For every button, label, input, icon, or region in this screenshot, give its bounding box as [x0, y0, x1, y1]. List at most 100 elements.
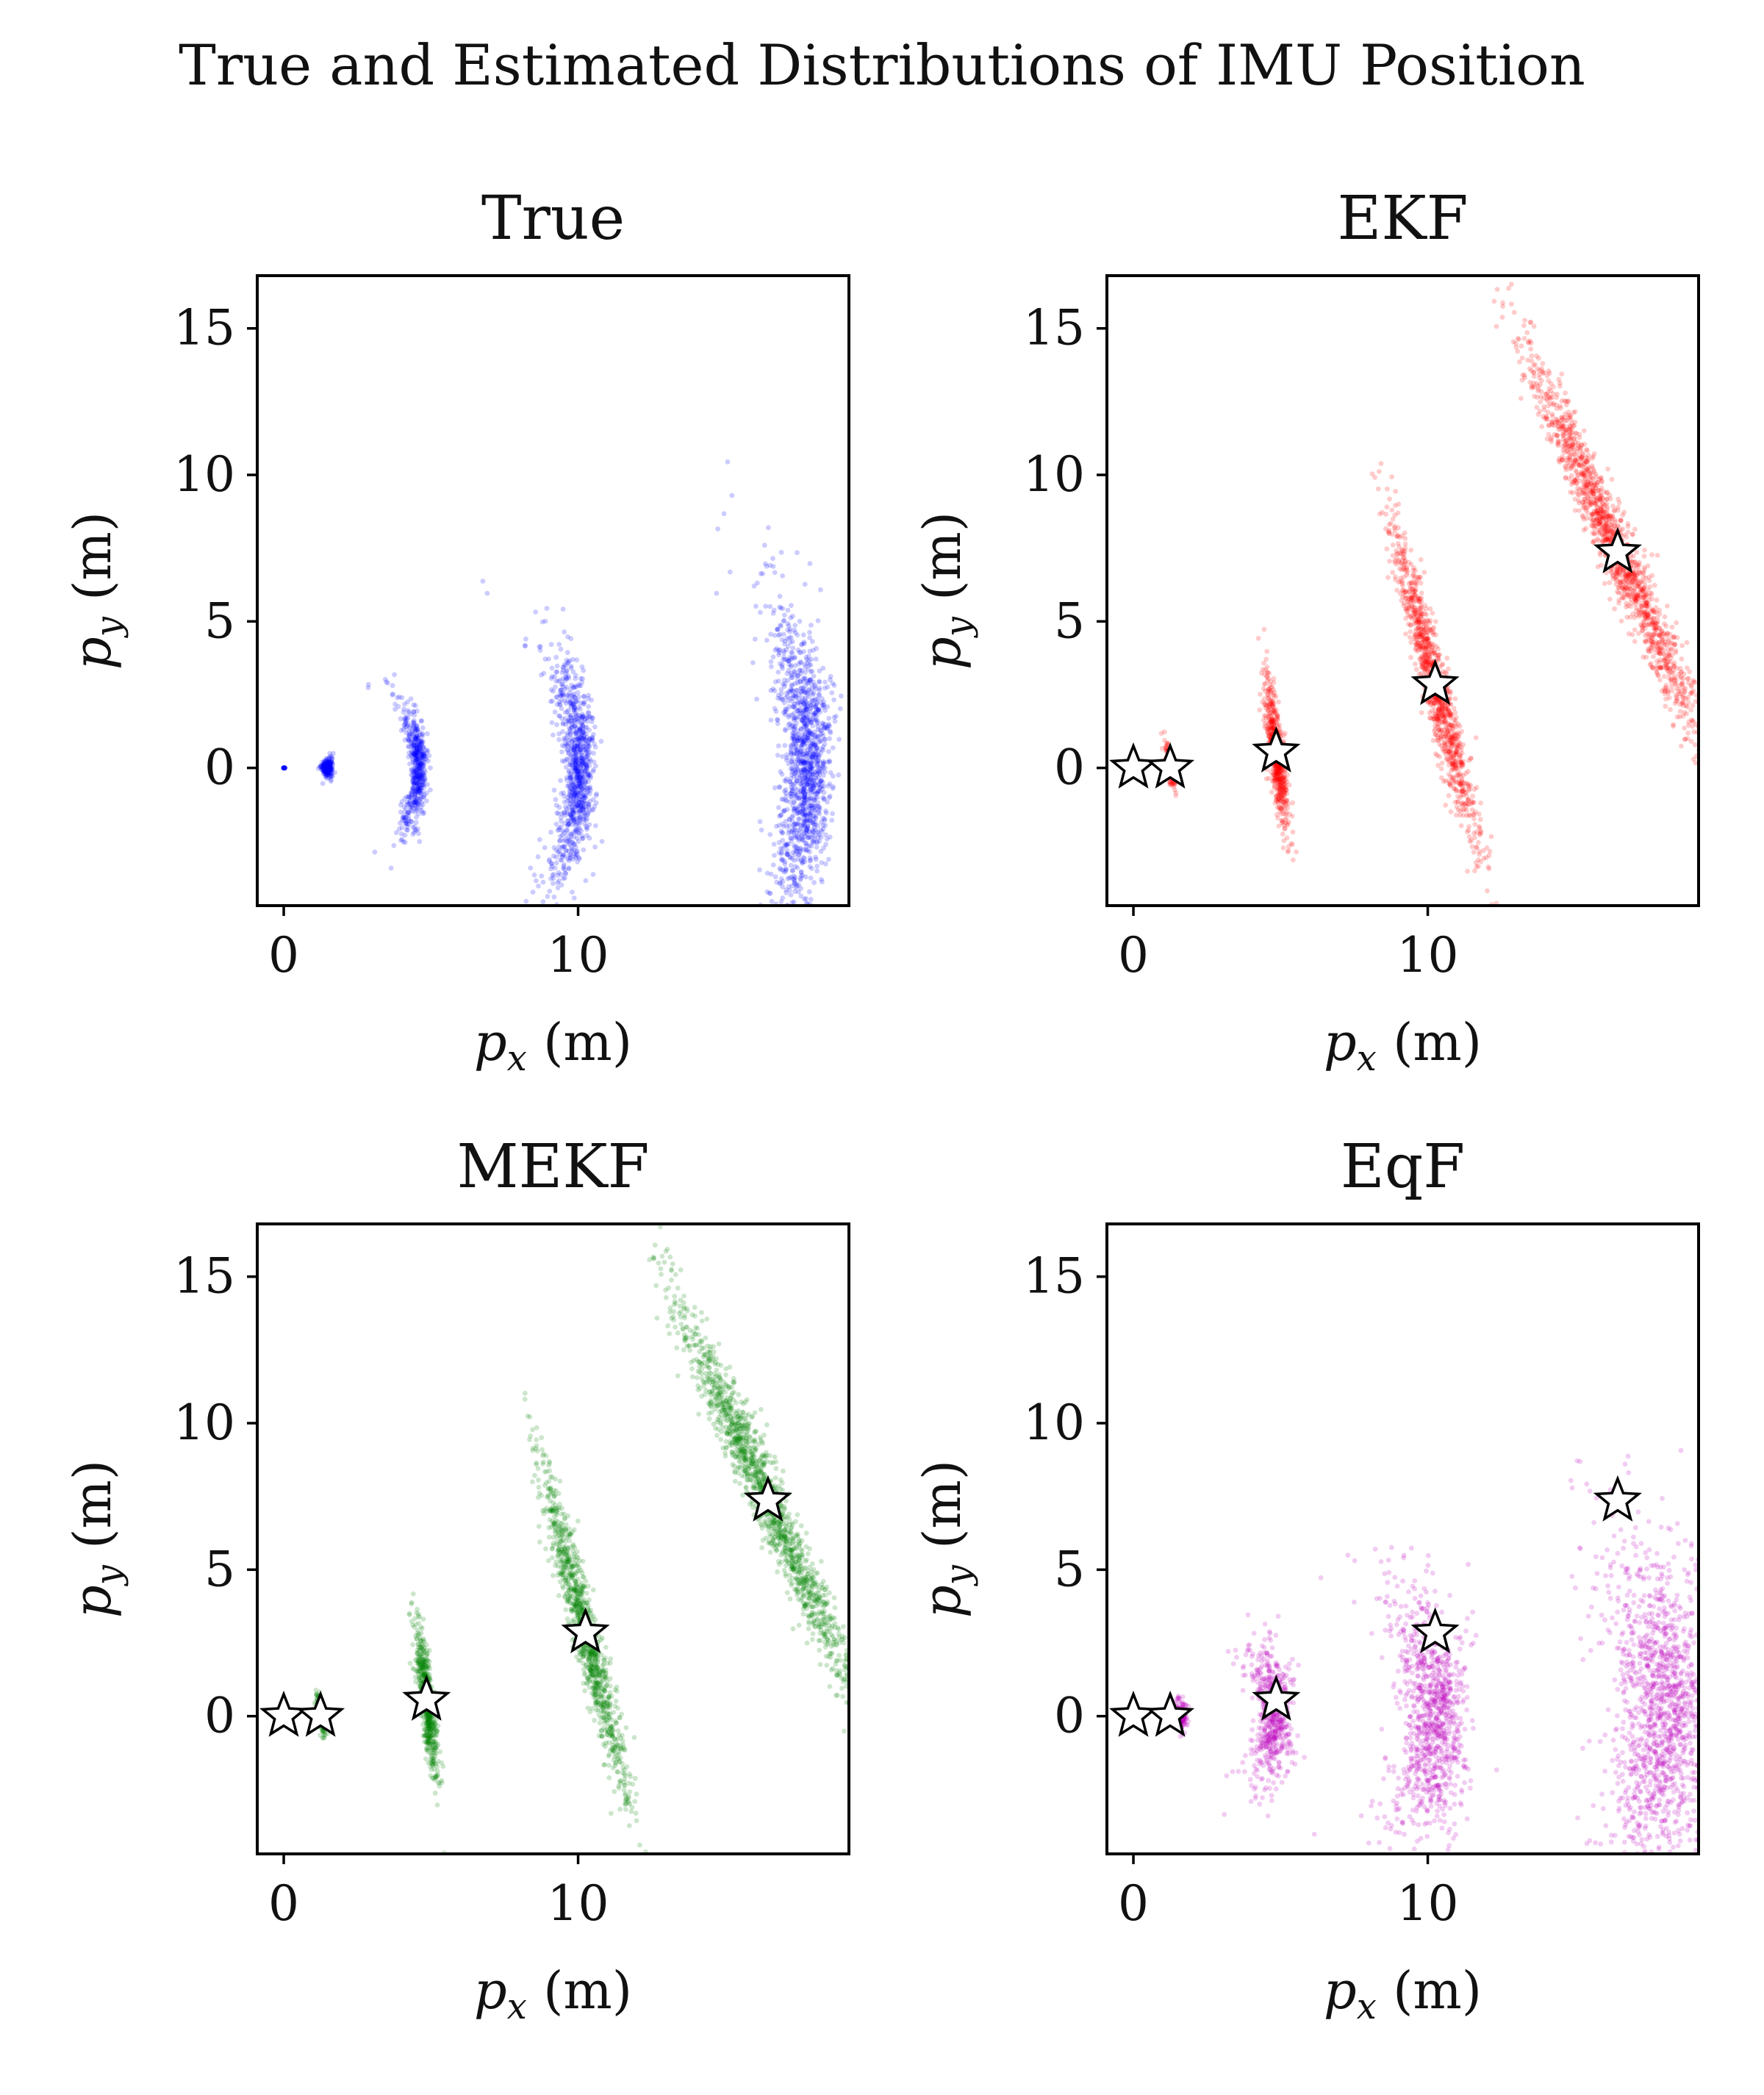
- scatter-point: [802, 797, 808, 802]
- scatter-point: [586, 737, 592, 743]
- scatter-point: [560, 606, 566, 612]
- scatter-point: [577, 706, 583, 712]
- scatter-point: [560, 665, 566, 670]
- scatter-point: [1162, 737, 1167, 743]
- scatter-point: [1268, 697, 1274, 702]
- scatter-point: [1469, 807, 1475, 812]
- scatter-point: [1276, 765, 1282, 771]
- scatter-point: [807, 764, 813, 769]
- scatter-point: [1266, 726, 1272, 732]
- scatter-point: [1458, 759, 1464, 765]
- scatter-point: [416, 773, 421, 778]
- scatter-point: [815, 727, 821, 732]
- scatter-point: [573, 760, 578, 766]
- scatter-point: [801, 786, 806, 792]
- scatter-point: [409, 789, 414, 795]
- scatter-point: [1294, 849, 1299, 855]
- scatter-point: [827, 781, 833, 787]
- scatter-point: [780, 830, 785, 835]
- scatter-point: [590, 797, 596, 803]
- scatter-point: [415, 737, 421, 742]
- scatter-point: [1424, 623, 1429, 628]
- scatter-point: [1278, 767, 1284, 773]
- scatter-point: [418, 769, 423, 774]
- scatter-point: [804, 707, 810, 713]
- scatter-point: [409, 792, 415, 798]
- scatter-point: [563, 671, 569, 677]
- scatter-point: [531, 872, 537, 878]
- scatter-point: [567, 731, 573, 737]
- scatter-point: [782, 908, 787, 913]
- scatter-point: [578, 734, 584, 739]
- scatter-point: [803, 704, 809, 710]
- scatter-point: [579, 715, 585, 720]
- scatter-point: [586, 803, 592, 809]
- scatter-point: [804, 706, 810, 712]
- scatter-point: [1262, 681, 1267, 687]
- scatter-point: [751, 583, 757, 589]
- scatter-point: [798, 802, 804, 808]
- scatter-point: [570, 684, 576, 690]
- scatter-point: [789, 656, 794, 662]
- scatter-point: [416, 776, 422, 782]
- scatter-point: [418, 739, 424, 744]
- scatter-point: [575, 789, 581, 795]
- scatter-point: [806, 737, 811, 743]
- scatter-point: [795, 805, 800, 811]
- scatter-point: [808, 790, 814, 796]
- scatter-point: [559, 811, 564, 817]
- scatter-point: [570, 739, 576, 745]
- scatter-point: [405, 744, 411, 749]
- scatter-point: [577, 727, 583, 733]
- scatter-point: [587, 743, 592, 749]
- scatter-point: [419, 766, 424, 771]
- scatter-point: [564, 657, 570, 663]
- scatter-point: [417, 772, 423, 778]
- scatter-point: [412, 765, 418, 770]
- scatter-point: [786, 828, 792, 833]
- scatter-point: [808, 720, 814, 726]
- scatter-point: [570, 808, 576, 814]
- scatter-point: [783, 787, 789, 792]
- scatter-point: [415, 753, 420, 758]
- scatter-point: [789, 682, 795, 688]
- scatter-point: [321, 770, 326, 776]
- scatter-point: [562, 875, 567, 881]
- scatter-point: [784, 776, 789, 781]
- scatter-point: [584, 823, 589, 829]
- scatter-point: [570, 765, 576, 770]
- scatter-point: [817, 753, 822, 759]
- scatter-point: [802, 819, 808, 825]
- scatter-point: [802, 791, 808, 797]
- scatter-point: [412, 739, 418, 745]
- scatter-point: [578, 828, 584, 834]
- scatter-point: [805, 736, 810, 742]
- scatter-point: [1277, 797, 1283, 802]
- scatter-point: [815, 733, 821, 739]
- scatter-point: [567, 701, 573, 706]
- scatter-point: [819, 695, 825, 701]
- scatter-point: [790, 731, 795, 736]
- scatter-point: [585, 801, 590, 806]
- scatter-point: [1168, 781, 1174, 787]
- scatter-point: [398, 802, 404, 808]
- scatter-point: [808, 761, 814, 766]
- scatter-point: [804, 826, 810, 831]
- scatter-point: [321, 764, 326, 770]
- scatter-point: [795, 676, 800, 682]
- scatter-point: [541, 670, 547, 676]
- scatter-point: [582, 761, 587, 767]
- scatter-point: [812, 717, 818, 722]
- scatter-point: [803, 753, 809, 759]
- scatter-point: [568, 687, 573, 692]
- scatter-point: [413, 737, 419, 743]
- scatter-point: [802, 662, 808, 667]
- scatter-point: [415, 742, 420, 748]
- scatter-point: [564, 747, 570, 752]
- scatter-point: [556, 642, 562, 647]
- scatter-point: [796, 836, 802, 842]
- scatter-point: [1466, 801, 1472, 807]
- scatter-point: [556, 804, 562, 810]
- scatter-point: [801, 760, 807, 766]
- scatter-point: [522, 642, 528, 648]
